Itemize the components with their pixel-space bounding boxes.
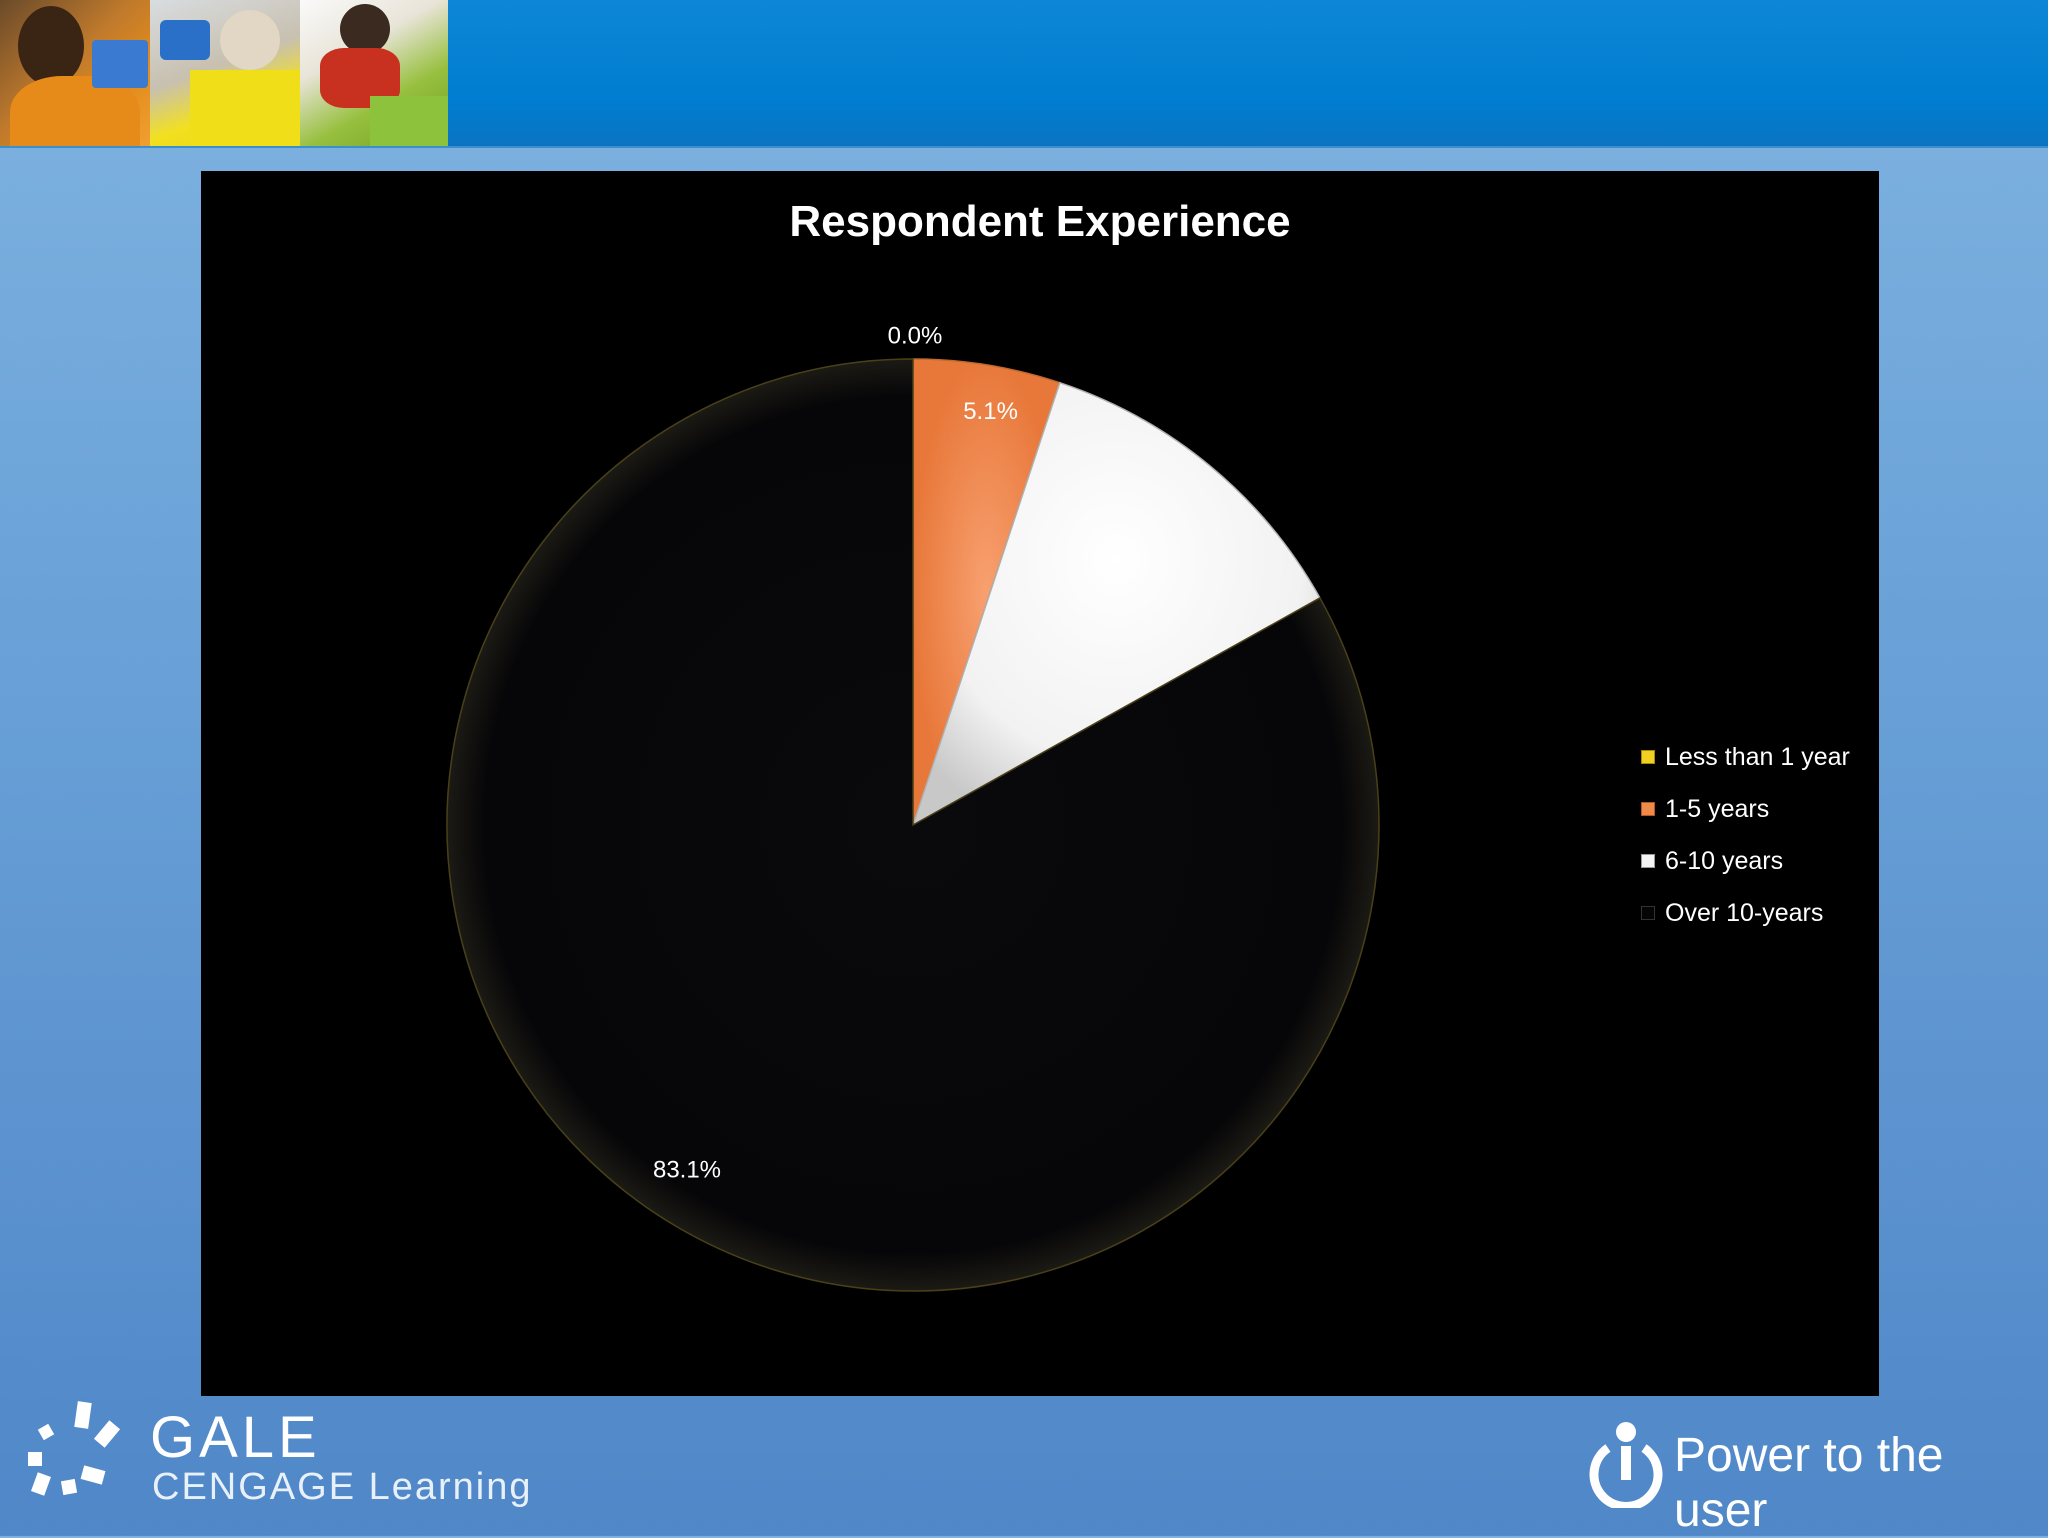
photo-keyboard-hands — [150, 0, 300, 146]
pie-chart: 0.0% 5.1% 83.1% — [446, 322, 1380, 1292]
chart-title: Respondent Experience — [789, 197, 1291, 246]
data-label-1-5-years: 5.1% — [963, 398, 1018, 425]
pie-slice-1-5-years — [912, 358, 1061, 826]
data-label-less-than-1-year: 0.0% — [888, 322, 943, 349]
legend-swatch-black — [1641, 906, 1655, 920]
cengage-learning-wordmark: CENGAGE Learning — [152, 1466, 533, 1508]
header-band — [0, 0, 2048, 148]
tagline: Power to the user — [1674, 1429, 1944, 1537]
pie-slice-over-10-years — [446, 358, 1380, 1292]
gale-starburst-icon — [28, 1401, 121, 1496]
legend-item-less-than-1-year: Less than 1 year — [1641, 731, 1850, 783]
legend-swatch-yellow — [1641, 750, 1655, 764]
chart-legend: Less than 1 year 1-5 years 6-10 years Ov… — [1641, 731, 1850, 939]
legend-item-over-10-years: Over 10-years — [1641, 887, 1850, 939]
chart-panel: Respondent Experience 0.0% 5.1% 83.1% Less… — [201, 171, 1879, 1396]
legend-swatch-white — [1641, 854, 1655, 868]
legend-item-1-5-years: 1-5 years — [1641, 783, 1850, 835]
header-photo-collage — [0, 0, 448, 146]
legend-item-6-10-years: 6-10 years — [1641, 835, 1850, 887]
legend-swatch-orange — [1641, 802, 1655, 816]
gale-cengage-logo: GALE CENGAGE Learning — [24, 1400, 544, 1510]
gale-wordmark: GALE — [150, 1405, 321, 1470]
pie-slice-6-10-years — [911, 381, 1321, 827]
power-to-the-user-logo: Power to the user — [1586, 1418, 2026, 1537]
power-icon — [1589, 1422, 1663, 1508]
data-label-over-10-years: 83.1% — [653, 1156, 721, 1183]
photo-person-reading — [300, 0, 448, 146]
photo-person-headset — [0, 0, 150, 146]
